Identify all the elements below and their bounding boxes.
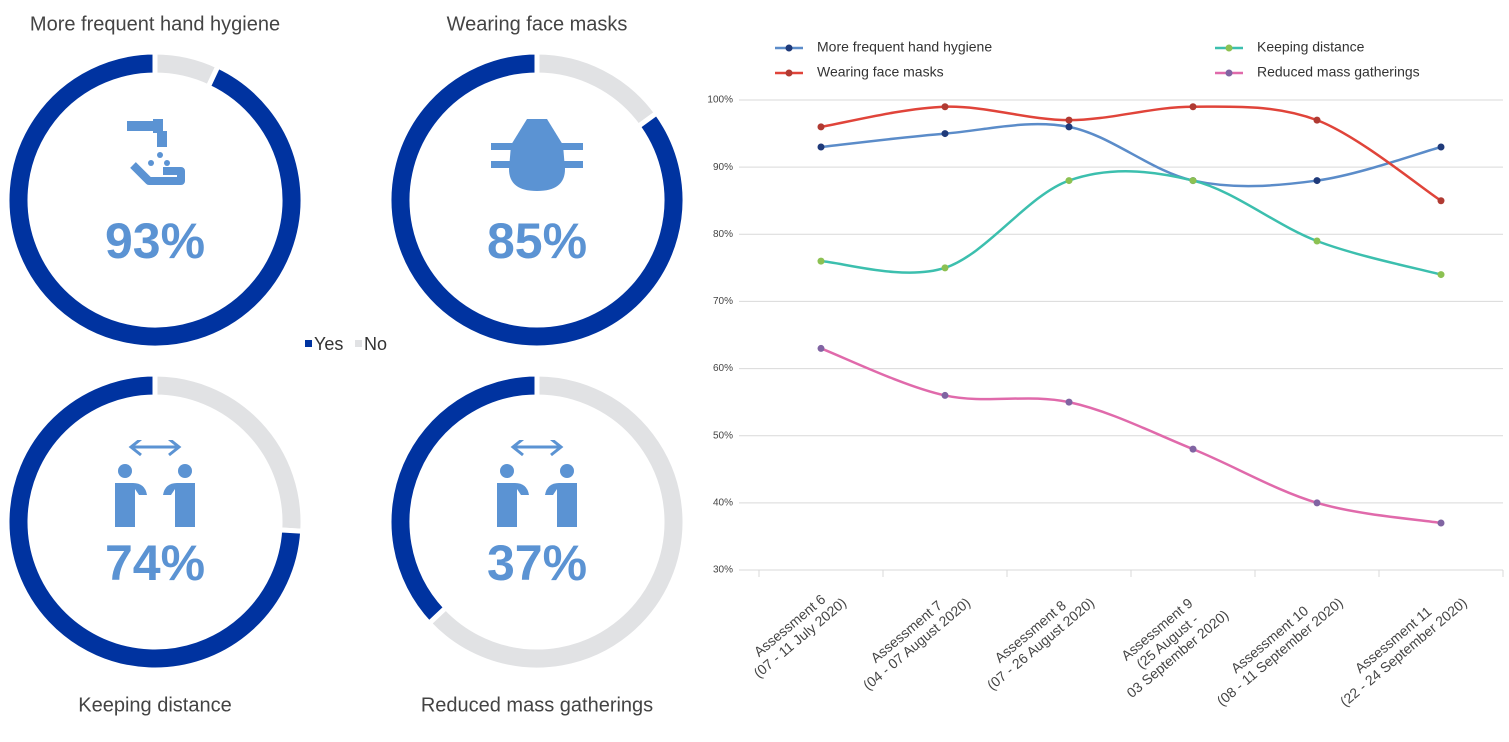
y-tick-label: 100% — [707, 95, 733, 106]
legend-swatch — [305, 340, 312, 347]
donut-title: Wearing face masks — [447, 13, 628, 35]
data-point — [1189, 445, 1197, 453]
legend-marker — [785, 69, 793, 77]
data-point — [941, 130, 949, 138]
data-point — [1189, 177, 1197, 185]
y-tick-label: 90% — [713, 162, 733, 173]
value-label: 93% — [105, 213, 205, 269]
data-point — [1189, 103, 1197, 111]
y-tick-label: 30% — [713, 565, 733, 576]
data-point — [1065, 177, 1073, 185]
value-label: 85% — [487, 213, 587, 269]
data-point — [1313, 177, 1321, 185]
series-line — [820, 105, 1442, 202]
data-point — [941, 391, 949, 399]
donut-segment — [4, 371, 306, 673]
donut-segment — [386, 49, 688, 351]
legend-swatch — [355, 340, 362, 347]
data-point — [1313, 237, 1321, 245]
legend-label: Yes — [314, 334, 343, 354]
data-point — [817, 344, 825, 352]
data-point — [817, 143, 825, 151]
legend-label: Keeping distance — [1257, 39, 1365, 55]
data-point — [1065, 398, 1073, 406]
data-point — [1437, 197, 1445, 205]
data-point — [941, 264, 949, 272]
data-point — [941, 103, 949, 111]
icon — [491, 119, 583, 191]
icon — [495, 440, 579, 529]
data-point — [1437, 271, 1445, 279]
legend-label: More frequent hand hygiene — [817, 39, 992, 55]
legend-marker — [1225, 44, 1233, 52]
icon — [127, 119, 181, 181]
data-point — [1065, 116, 1073, 124]
y-tick-label: 40% — [713, 497, 733, 508]
donut-segment — [4, 49, 306, 351]
value-label: 74% — [105, 535, 205, 591]
data-point — [1313, 499, 1321, 507]
y-tick-label: 50% — [713, 430, 733, 441]
legend-label: Wearing face masks — [817, 64, 944, 80]
legend-marker — [785, 44, 793, 52]
donut-segment — [386, 371, 540, 627]
y-tick-label: 70% — [713, 296, 733, 307]
data-point — [1437, 143, 1445, 151]
data-point — [1065, 123, 1073, 131]
y-tick-label: 60% — [713, 363, 733, 374]
donut-title: More frequent hand hygiene — [30, 13, 280, 35]
legend-label: Reduced mass gatherings — [1257, 64, 1420, 80]
donut-title: Reduced mass gatherings — [421, 694, 653, 716]
donut-title: Keeping distance — [78, 694, 231, 716]
data-point — [817, 123, 825, 131]
series-line — [820, 347, 1442, 525]
donut-segment — [534, 49, 661, 131]
y-tick-label: 80% — [713, 229, 733, 240]
series-line — [820, 122, 1442, 188]
data-point — [817, 257, 825, 265]
legend-label: No — [364, 334, 387, 354]
value-label: 37% — [487, 535, 587, 591]
series-line — [820, 170, 1442, 276]
data-point — [1437, 519, 1445, 527]
icon — [113, 440, 197, 529]
legend-marker — [1225, 69, 1233, 77]
data-point — [1313, 116, 1321, 124]
